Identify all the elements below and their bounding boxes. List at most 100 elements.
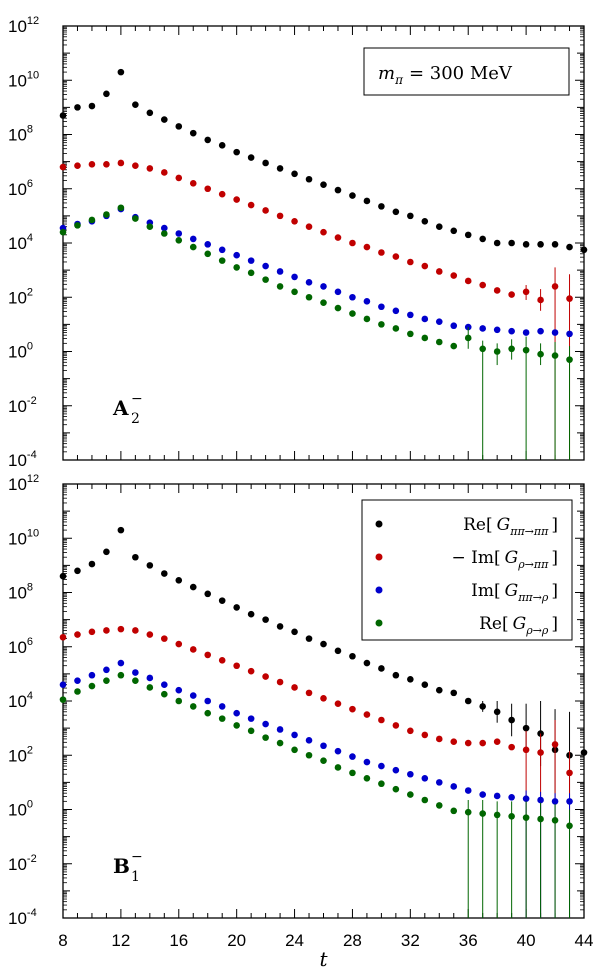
data-point: [59, 696, 67, 703]
data-point: [247, 269, 255, 277]
data-point: [276, 283, 284, 290]
data-point: [479, 703, 486, 710]
y-tick-label-base: 10: [8, 288, 27, 307]
data-point: [161, 635, 168, 642]
data-point: [88, 560, 96, 568]
data-point: [522, 346, 530, 354]
data-point: [204, 590, 212, 598]
y-tick-label: 102: [8, 744, 33, 765]
data-point: [218, 246, 226, 254]
data-point: [132, 101, 139, 108]
x-tick-label: 16: [169, 931, 188, 950]
legend-close: ]: [551, 515, 558, 535]
data-point: [74, 677, 81, 684]
data-point: [363, 659, 371, 667]
y-tick-label: 108: [8, 582, 33, 603]
data-point: [276, 268, 284, 275]
data-point: [117, 204, 125, 212]
data-point: [551, 798, 559, 805]
y-tick-label-base: 10: [8, 801, 27, 820]
data-point: [421, 262, 429, 270]
y-tick-label-base: 10: [8, 475, 27, 494]
legend-marker: [375, 520, 383, 528]
data-point: [464, 808, 472, 816]
data-point: [175, 230, 183, 237]
data-point: [320, 640, 327, 648]
data-point: [74, 631, 81, 638]
y-tick-label-exponent: 0: [27, 799, 33, 811]
legend-g: G: [513, 614, 527, 634]
data-point: [218, 257, 226, 264]
y-tick-label: 1010: [8, 69, 39, 90]
data-point: [508, 716, 515, 724]
data-point: [103, 548, 110, 556]
data-point: [59, 112, 67, 119]
data-point: [435, 338, 443, 346]
legend-subscript: ρ→ρ: [525, 624, 549, 637]
data-point: [493, 287, 501, 294]
data-point: [218, 142, 226, 149]
data-point: [146, 223, 154, 231]
data-point: [392, 766, 400, 774]
data-point: [161, 690, 168, 698]
legend-operator: − Im[: [451, 548, 500, 568]
data-point: [522, 288, 530, 296]
legend-marker: [375, 586, 383, 594]
data-point: [88, 161, 96, 168]
data-point: [407, 212, 414, 220]
data-point: [247, 610, 255, 618]
mass-value: = 300 MeV: [409, 63, 513, 84]
data-point: [103, 161, 110, 168]
y-tick-label: 1012: [8, 473, 39, 494]
data-point: [464, 231, 472, 239]
data-point: [262, 720, 269, 728]
data-point: [508, 345, 515, 353]
data-point: [392, 208, 400, 216]
data-point: [262, 673, 269, 680]
y-tick-label-base: 10: [8, 397, 27, 416]
data-point: [334, 764, 342, 771]
data-point: [103, 666, 110, 674]
data-point: [493, 348, 501, 355]
data-point: [305, 635, 313, 642]
data-point: [320, 757, 327, 764]
data-point: [508, 291, 515, 298]
data-point: [146, 165, 154, 172]
data-point: [435, 802, 443, 809]
legend-entry: Re[Gππ→ππ]: [463, 515, 558, 538]
data-point: [349, 310, 356, 317]
mass-annotation-box: [363, 47, 570, 96]
data-point: [493, 792, 501, 800]
data-point: [493, 326, 501, 334]
data-point: [276, 623, 284, 630]
y-tick-label-base: 10: [8, 584, 27, 603]
data-point: [537, 796, 544, 804]
legend-operator: Re[: [463, 515, 493, 535]
data-point: [132, 215, 139, 222]
legend-close: ]: [551, 614, 558, 634]
legend-operator: Im[: [471, 581, 500, 601]
data-point: [204, 185, 212, 193]
y-tick-label: 106: [8, 636, 33, 657]
legend-subscript: ρ→ππ: [517, 558, 549, 571]
data-point: [305, 175, 313, 183]
data-point: [566, 356, 573, 363]
legend-close: ]: [551, 548, 558, 568]
data-point: [132, 162, 139, 169]
data-point: [146, 631, 154, 638]
data-point: [508, 239, 515, 247]
data-point: [233, 148, 240, 156]
y-tick-label-exponent: 10: [27, 527, 39, 539]
data-point: [493, 708, 501, 716]
data-point: [537, 296, 544, 304]
data-point: [363, 243, 371, 251]
data-point: [363, 711, 371, 718]
data-point: [276, 678, 284, 686]
data-point: [537, 815, 544, 823]
data-point: [305, 689, 313, 697]
y-tick-label-exponent: 0: [27, 341, 33, 353]
y-tick-label-exponent: -2: [27, 395, 37, 407]
data-point: [334, 304, 342, 312]
